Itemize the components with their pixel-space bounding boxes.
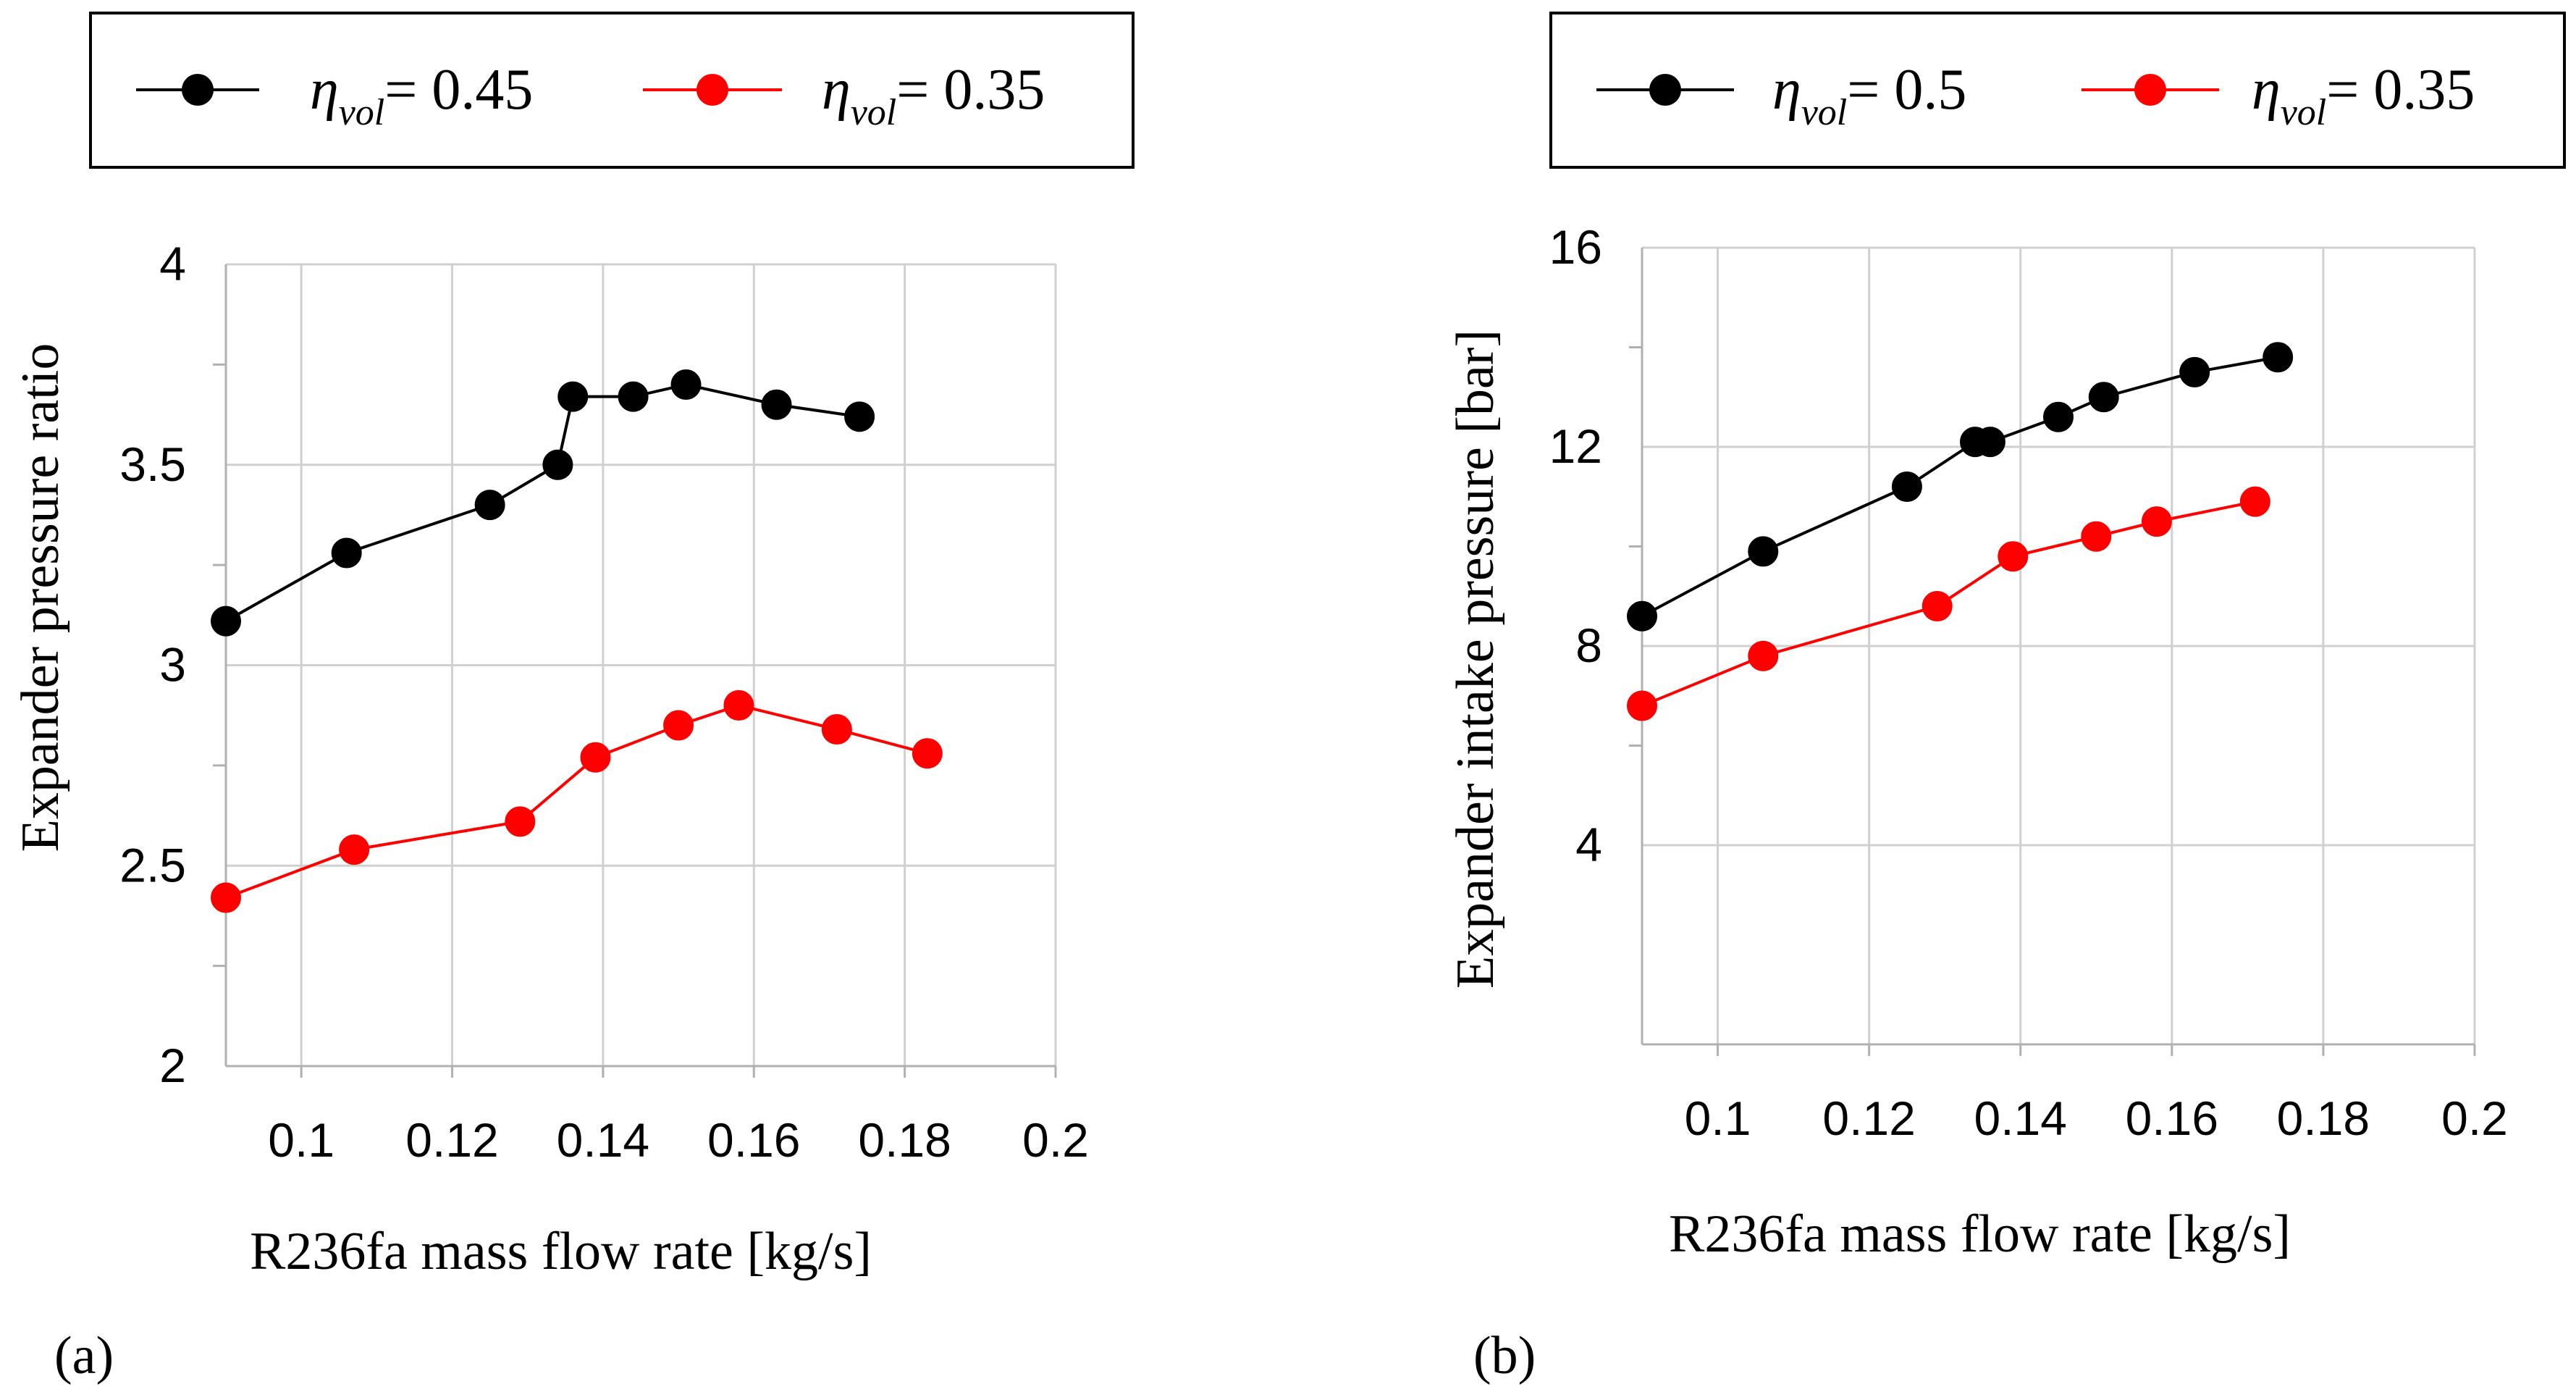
data-point (2263, 342, 2294, 373)
data-point (2179, 356, 2210, 387)
y-tick-label: 3 (159, 638, 186, 692)
data-point (912, 738, 943, 769)
legend-a: ηvol= 0.45 ηvol= 0.35 (136, 58, 1045, 133)
x-tick-label: 0.14 (557, 1113, 649, 1167)
data-point (1922, 591, 1953, 621)
data-point (1627, 600, 1657, 632)
x-tick-label: 0.16 (2126, 1091, 2218, 1145)
data-point (1627, 690, 1657, 721)
data-point (331, 537, 362, 569)
data-point (663, 710, 694, 741)
data-point (1891, 471, 1922, 502)
data-point (557, 381, 589, 412)
ticks-a: 0.1 0.12 0.14 0.16 0.18 0.2 2 2.5 3 3.5 4 (119, 237, 1089, 1167)
series-b (1627, 342, 2294, 721)
data-point (618, 381, 649, 412)
series-line-0 (1641, 356, 2278, 618)
y-tick-label: 12 (1549, 419, 1602, 473)
legend-marker (696, 74, 728, 106)
data-point (1974, 427, 2005, 458)
legend-marker (2134, 74, 2166, 106)
data-point (505, 806, 536, 837)
x-tick-label: 0.12 (405, 1113, 498, 1167)
data-point (844, 401, 875, 432)
x-axis-title-a: R236fa mass flow rate [kg/s] (250, 1222, 872, 1281)
y-tick-label: 2.5 (119, 838, 186, 892)
data-point (670, 369, 702, 401)
grid-a (224, 263, 1057, 1068)
y-axis-title-a: Expander pressure ratio (11, 343, 70, 852)
x-tick-label: 0.2 (1022, 1113, 1089, 1167)
x-axis-title-b: R236fa mass flow rate [kg/s] (1669, 1204, 2291, 1264)
data-point (723, 689, 754, 721)
panel-b: ηvol= 0.5 ηvol= 0.35 0.1 0.12 0.14 0.16 0.18 0… (1446, 12, 2566, 1385)
y-axis-title-b: Expander intake pressure [bar] (1446, 330, 1505, 989)
y-tick-label: 16 (1549, 220, 1602, 274)
data-point (474, 490, 505, 521)
x-tick-label: 0.12 (1822, 1091, 1915, 1145)
x-tick-label: 0.16 (707, 1113, 800, 1167)
x-tick-label: 0.18 (858, 1113, 951, 1167)
data-point (211, 882, 241, 913)
data-point (821, 714, 852, 745)
x-tick-label: 0.1 (268, 1113, 334, 1167)
data-point (211, 605, 241, 637)
data-point (1748, 640, 1779, 671)
grid-b (1641, 246, 2476, 1046)
data-point (2081, 521, 2112, 552)
legend-label: ηvol= 0.35 (822, 58, 1045, 133)
data-point (580, 742, 611, 773)
y-tick-label: 4 (159, 237, 186, 290)
panel-a: ηvol= 0.45 ηvol= 0.35 0.1 0.12 0.14 0.16 0.18… (11, 12, 1135, 1385)
y-tick-label: 4 (1575, 818, 1602, 871)
y-tick-label: 2 (159, 1039, 186, 1092)
data-point (761, 389, 792, 420)
legend-b: ηvol= 0.5 ηvol= 0.35 (1596, 58, 2475, 133)
series-a (211, 369, 943, 913)
y-tick-label: 3.5 (119, 437, 186, 491)
ticks-b: 0.1 0.12 0.14 0.16 0.18 0.2 4 8 12 16 (1549, 220, 2508, 1145)
data-point (2141, 506, 2172, 537)
x-tick-label: 0.18 (2277, 1091, 2370, 1145)
data-point (1748, 536, 1779, 567)
y-tick-label: 8 (1575, 619, 1602, 672)
data-point (2043, 401, 2074, 432)
data-point (339, 834, 370, 865)
series-line-0 (225, 383, 860, 623)
legend-label: ηvol= 0.45 (310, 58, 533, 133)
legend-label: ηvol= 0.35 (2252, 58, 2475, 133)
legend-box-a (89, 12, 1135, 169)
data-point (542, 449, 573, 480)
x-tick-label: 0.2 (2441, 1091, 2508, 1145)
series-line-1 (225, 703, 928, 900)
data-point (2088, 382, 2119, 413)
data-point (2239, 486, 2270, 517)
legend-marker (182, 74, 214, 106)
panel-label-a: (a) (54, 1326, 114, 1385)
legend-label: ηvol= 0.5 (1772, 58, 1966, 133)
panel-label-b: (b) (1473, 1326, 1536, 1385)
x-tick-label: 0.14 (1974, 1091, 2066, 1145)
x-tick-label: 0.1 (1685, 1091, 1751, 1145)
legend-marker (1649, 74, 1681, 106)
data-point (1998, 541, 2029, 572)
